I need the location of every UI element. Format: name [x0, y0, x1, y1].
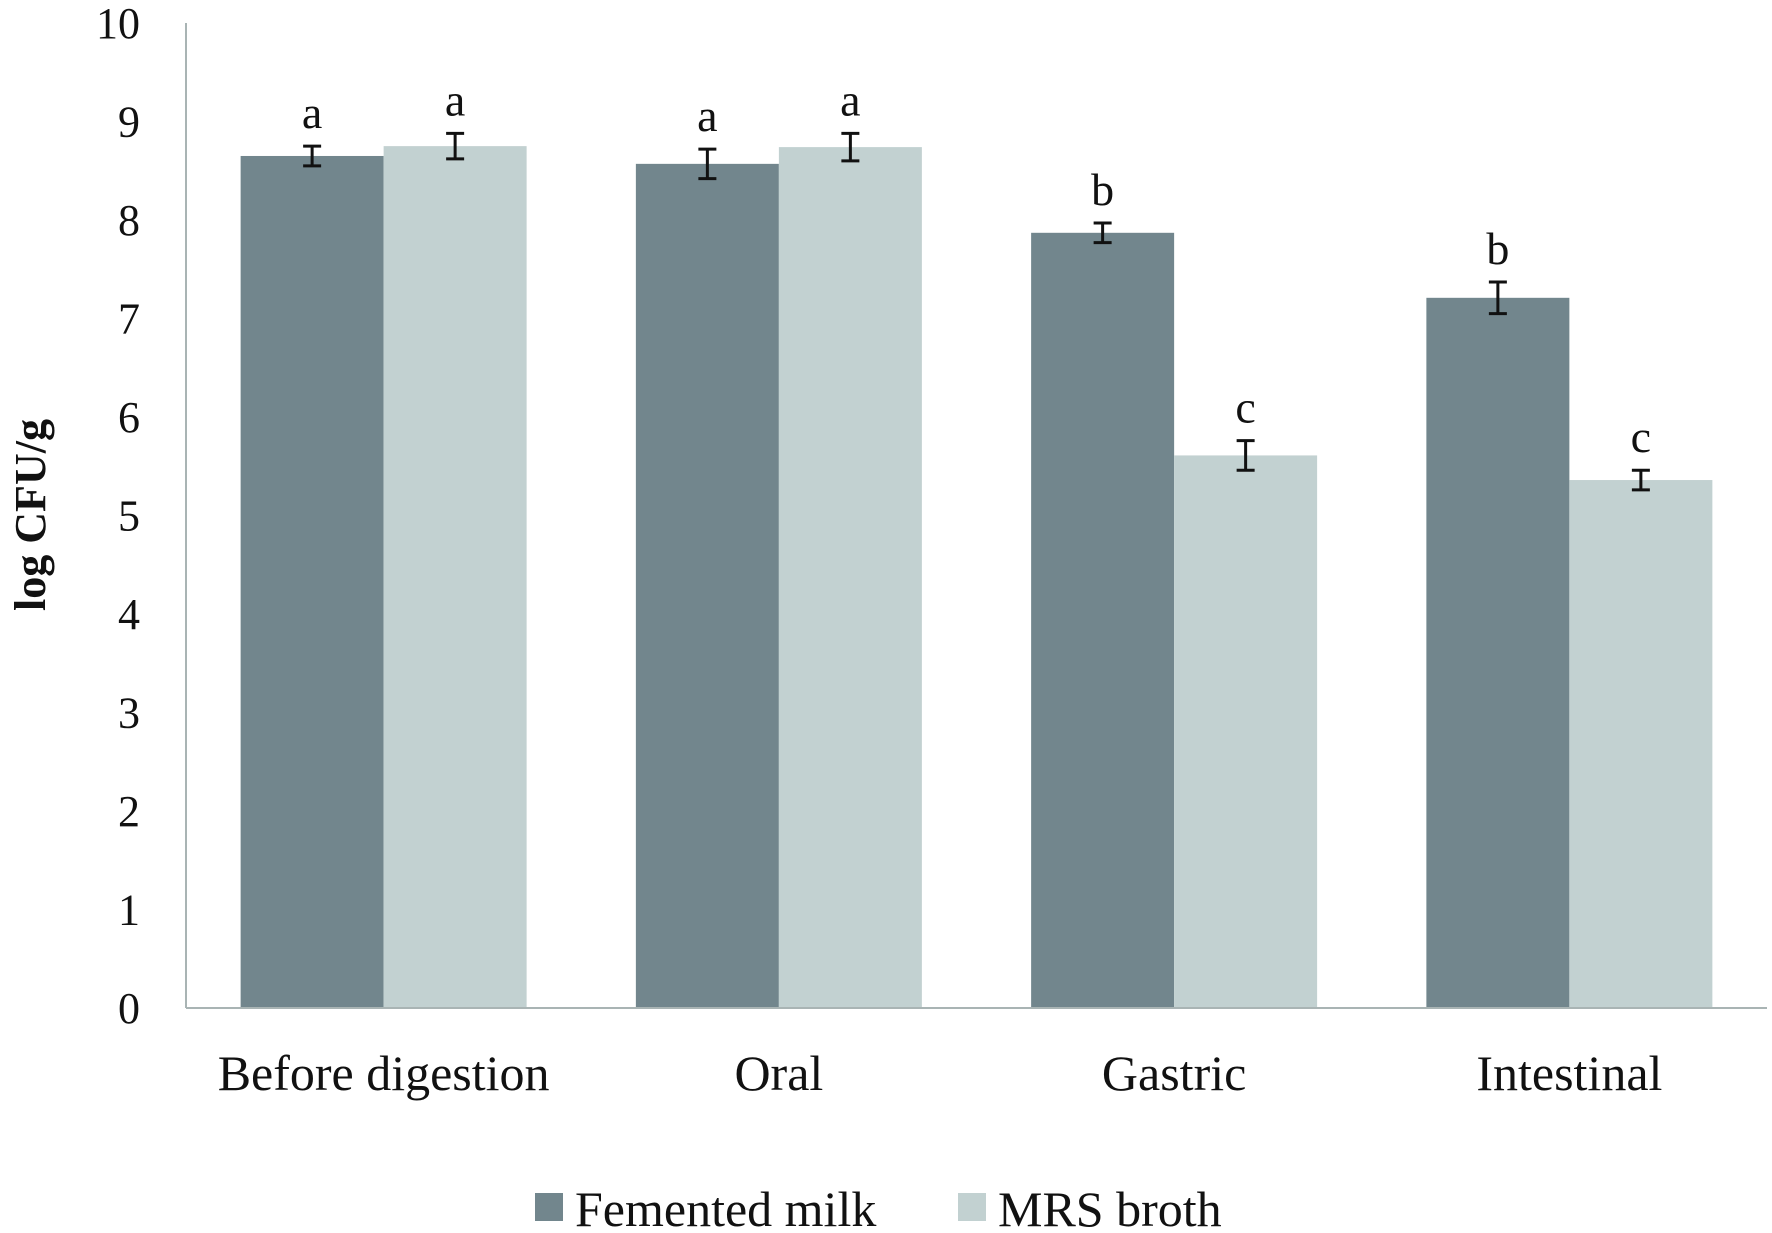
- error-bar: [446, 131, 465, 161]
- error-bar: [1236, 439, 1255, 472]
- legend-item: MRS broth: [958, 1181, 1222, 1233]
- y-axis-title: log CFU/g: [6, 419, 55, 611]
- legend-swatch: [958, 1193, 986, 1221]
- bar: [778, 147, 922, 1009]
- significance-letter: a: [840, 74, 860, 125]
- significance-letter: c: [1235, 382, 1255, 433]
- y-tick-label: 5: [118, 492, 140, 541]
- y-tick-label: 8: [118, 196, 140, 245]
- x-category-label: Before digestion: [218, 1045, 550, 1101]
- bar: [240, 155, 384, 1009]
- error-bar: [1631, 468, 1650, 492]
- error-bar: [1093, 221, 1112, 245]
- y-axis-ticks: 0 1 2 3 4 5 6 7 8 9 10: [96, 0, 140, 1033]
- x-category-label: Intestinal: [1476, 1045, 1662, 1101]
- error-bars: [303, 131, 1650, 492]
- y-tick-label: 4: [118, 590, 140, 639]
- legend: Femented milk MRS broth: [535, 1181, 1222, 1233]
- significance-letter: b: [1486, 223, 1509, 274]
- bars: [240, 146, 1713, 1009]
- legend-label: MRS broth: [998, 1181, 1222, 1233]
- y-tick-label: 7: [118, 295, 140, 344]
- x-category-label: Oral: [734, 1045, 823, 1101]
- y-tick-label: 0: [118, 984, 140, 1033]
- bar: [1174, 455, 1318, 1008]
- error-bar: [841, 131, 860, 163]
- significance-letter: c: [1631, 411, 1651, 462]
- y-tick-label: 3: [118, 689, 140, 738]
- significance-letter: a: [445, 74, 465, 125]
- error-bar: [1488, 280, 1507, 316]
- x-category-label: Gastric: [1102, 1045, 1246, 1101]
- significance-labels: a a a a b c b c: [302, 74, 1651, 462]
- y-tick-label: 10: [96, 0, 140, 48]
- error-bar: [303, 144, 322, 168]
- bar: [1426, 297, 1570, 1008]
- bar: [1031, 232, 1175, 1008]
- legend-label: Femented milk: [575, 1181, 876, 1233]
- y-tick-label: 9: [118, 98, 140, 147]
- significance-letter: b: [1091, 164, 1114, 215]
- legend-item: Femented milk: [535, 1181, 876, 1233]
- bar: [383, 146, 527, 1008]
- y-tick-label: 1: [118, 886, 140, 935]
- legend-swatch: [535, 1193, 563, 1221]
- significance-letter: a: [302, 87, 322, 138]
- significance-letter: a: [697, 90, 717, 141]
- x-axis-category-labels: Before digestion Oral Gastric Intestinal: [218, 1045, 1663, 1101]
- error-bar: [698, 147, 717, 181]
- y-tick-label: 6: [118, 393, 140, 442]
- bar: [635, 163, 779, 1009]
- bar: [1569, 480, 1713, 1008]
- y-tick-label: 2: [118, 787, 140, 836]
